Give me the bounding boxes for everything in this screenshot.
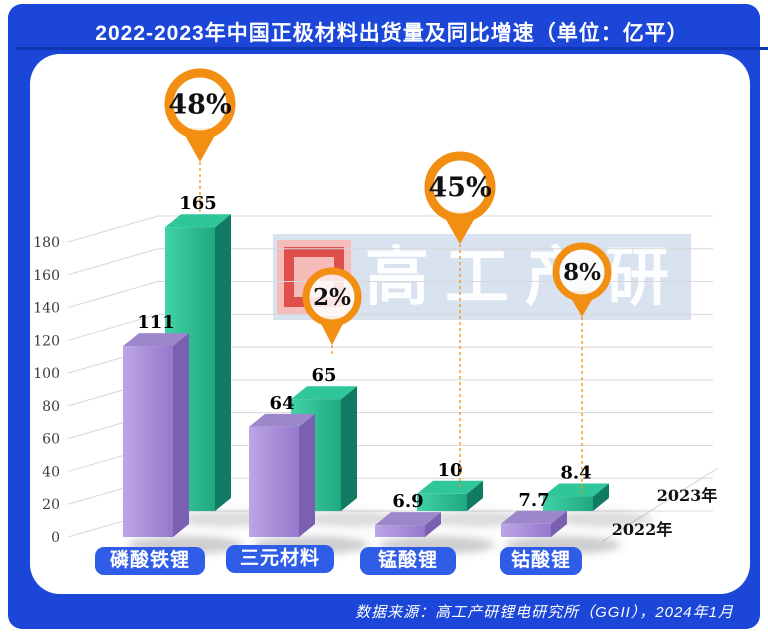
chart-title: 2022-2023年中国正极材料出货量及同比增速（单位：亿平） [95,22,689,45]
value-label-2022: 111 [137,312,175,333]
growth-pin [424,151,496,223]
bar-side-face [467,480,483,511]
value-label-2023: 65 [311,365,336,386]
bar-front-face [417,493,467,511]
category-label-2: 三元材料 [226,545,334,573]
growth-label: 2% [313,284,351,311]
y-tick-label: 40 [42,464,60,480]
growth-pin [552,242,612,302]
bar-front-face [123,346,173,537]
gridline [67,248,713,276]
bar-top-face [417,480,483,494]
y-tick-label: 160 [33,268,60,284]
value-label-2023: 8.4 [560,463,591,484]
y-tick-label: 100 [33,366,60,382]
series-label-2023: 2023年 [657,486,718,505]
bar-side-face [173,333,189,537]
bar-side-face [215,214,231,511]
bar-side-face [341,386,357,511]
bar-top-face [543,483,609,497]
value-label-2022: 7.7 [518,490,549,511]
gridline [67,313,713,341]
gridline [67,215,713,243]
value-label-2023: 165 [179,193,217,214]
growth-label: 45% [428,172,491,203]
y-tick-label: 140 [33,301,60,317]
bar-shadow [301,511,401,527]
y-tick-label: 80 [42,399,60,415]
bar-side-face [299,413,315,537]
bar-front-face [543,496,593,511]
bar-front-face [501,523,551,537]
gridline [67,281,713,309]
bar-top-face [501,510,567,524]
bar-front-face [375,525,425,537]
bar-top-face [375,512,441,526]
bar-top-face [291,386,357,400]
data-source-note: 数据来源：高工产研锂电研究所（GGII），2024年1月 [355,604,734,621]
growth-pin [164,68,236,140]
plot-panel: 高工产研 0 20 40 60 80 100 120 140 160 180 165 111 65 64 1… [30,54,750,594]
bar-top-face [165,214,231,228]
value-label-2022: 6.9 [392,491,423,512]
growth-label: 48% [168,89,231,120]
value-label-2022: 64 [269,393,294,414]
growth-pin [302,267,362,327]
bar-side-face [551,510,567,537]
y-tick-label: 60 [42,432,60,448]
y-tick-label: 0 [51,530,60,546]
bar-front-face [249,426,299,537]
series-label-2022: 2022年 [612,520,673,539]
bar-top-face [249,413,315,427]
bar-top-face [123,333,189,347]
y-tick-label: 180 [33,235,60,251]
bar-shadow [553,511,653,527]
title-divider [16,47,768,50]
category-label-3: 锰酸锂 [360,547,456,575]
y-tick-label: 20 [42,497,60,513]
chart-card: 2022-2023年中国正极材料出货量及同比增速（单位：亿平） 高工产研 0 20… [8,4,768,629]
y-tick-label: 120 [33,333,60,349]
growth-label: 8% [563,259,601,286]
category-label-4: 钴酸锂 [500,547,582,575]
bar-side-face [425,512,441,537]
bar-chart: 0 20 40 60 80 100 120 140 160 180 165 111 65 64 10 6.9 8… [33,68,719,554]
watermark-text: 高工产研 [365,241,685,313]
bar-side-face [593,483,609,511]
value-label-2023: 10 [437,460,462,481]
floor-edge [602,467,719,542]
category-label-1: 磷酸铁锂 [95,547,205,575]
